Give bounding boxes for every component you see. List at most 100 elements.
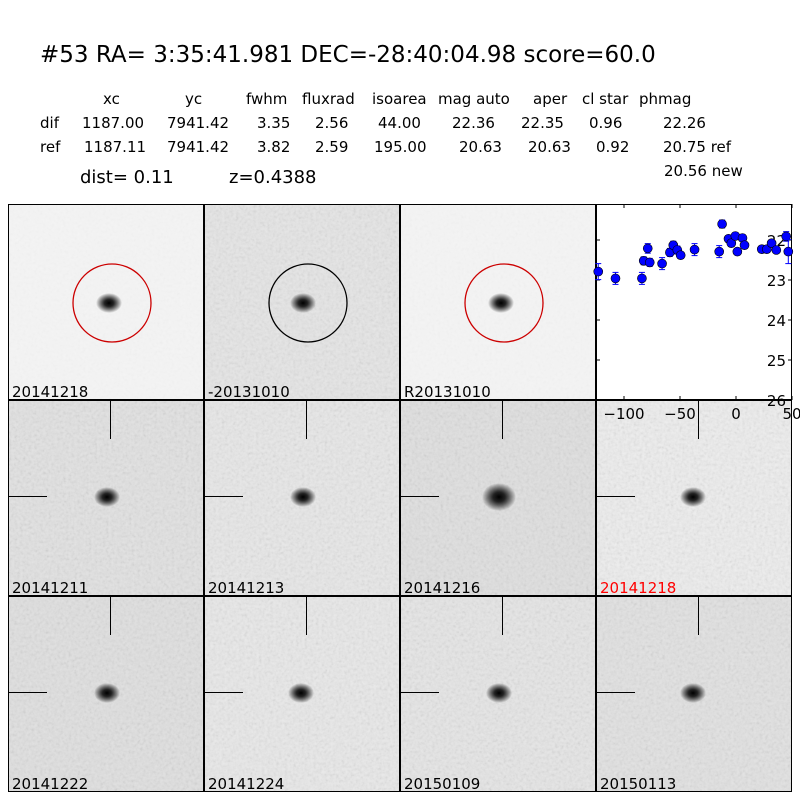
table-cell: 20.75 ref (663, 138, 732, 156)
stamp-image (597, 597, 791, 791)
column-header: phmag (639, 90, 692, 108)
image-stamp[interactable]: R20131010 (400, 204, 596, 400)
table-cell: 0.96 (589, 114, 623, 132)
x-tick-label: −50 (664, 405, 696, 423)
stamp-image (401, 205, 595, 399)
data-point (610, 273, 621, 284)
y-tick-label: 25 (767, 352, 786, 370)
crosshair-vertical (306, 401, 307, 439)
stamp-image (205, 205, 399, 399)
stamp-image (205, 401, 399, 595)
data-point (675, 250, 686, 260)
image-stamp[interactable]: 20150113 (596, 596, 792, 792)
stamp-date-label: 20141211 (12, 579, 89, 596)
stamp-date-label: 20141216 (404, 579, 481, 596)
y-tick-label: 26 (767, 392, 786, 410)
column-header: cl star (582, 90, 629, 108)
stamp-image (401, 401, 595, 595)
image-stamp[interactable]: -20131010 (204, 204, 400, 400)
table-cell: 1187.00 (82, 114, 145, 132)
column-header: fwhm (246, 90, 288, 108)
x-tick-label: −100 (603, 405, 644, 423)
stamp-date-label: 20141222 (12, 775, 89, 792)
x-tick-label: 50 (782, 405, 800, 423)
data-point (781, 231, 791, 242)
stamp-image (205, 597, 399, 791)
y-tick-label: 23 (767, 272, 786, 290)
plot-frame (596, 204, 792, 400)
stamp-date-label: -20131010 (208, 383, 290, 400)
x-tick-label: 0 (731, 405, 741, 423)
data-point (642, 243, 653, 254)
aperture-circle (72, 263, 152, 343)
crosshair-horizontal (597, 692, 635, 693)
table-cell: 2.56 (315, 114, 349, 132)
candidate-title: #53 RA= 3:35:41.981 DEC=-28:40:04.98 sco… (40, 42, 656, 68)
data-point (593, 266, 604, 277)
crosshair-horizontal (205, 496, 243, 497)
table-cell: 7941.42 (167, 138, 230, 156)
data-point (726, 238, 737, 248)
image-stamp[interactable]: 20141216 (400, 400, 596, 596)
table-cell: 2.59 (315, 138, 349, 156)
data-point (657, 258, 667, 269)
new-mag: 20.56 new (664, 162, 743, 180)
stamp-date-label: 20141213 (208, 579, 285, 596)
table-cell: 195.00 (374, 138, 427, 156)
stamp-image (9, 597, 203, 791)
stamp-image (9, 401, 203, 595)
crosshair-vertical (110, 401, 111, 439)
table-cell: 7941.42 (167, 114, 230, 132)
stamp-date-label: 20141218 (12, 383, 89, 400)
data-point (689, 244, 700, 255)
data-point (714, 246, 725, 257)
crosshair-vertical (698, 597, 699, 635)
row-label: ref (40, 138, 61, 156)
table-cell: 1187.11 (84, 138, 147, 156)
column-header: fluxrad (302, 90, 355, 108)
crosshair-vertical (698, 401, 699, 439)
crosshair-vertical (110, 597, 111, 635)
image-stamp[interactable]: 20150109 (400, 596, 596, 792)
stamp-date-label: 20141224 (208, 775, 285, 792)
data-point (717, 219, 727, 229)
table-cell: 44.00 (378, 114, 421, 132)
image-stamp[interactable]: 20141218 (8, 204, 204, 400)
table-cell: 20.63 (528, 138, 571, 156)
data-point (771, 245, 782, 255)
table-cell: 3.82 (257, 138, 291, 156)
dist-value: dist= 0.11 (80, 167, 174, 188)
crosshair-horizontal (401, 692, 439, 693)
stamp-date-label: R20131010 (404, 383, 491, 400)
column-header: xc (103, 90, 120, 108)
redshift-value: z=0.4388 (229, 167, 317, 188)
data-point (739, 240, 750, 250)
crosshair-vertical (306, 597, 307, 635)
crosshair-horizontal (9, 496, 47, 497)
table-cell: 0.92 (596, 138, 630, 156)
table-cell: 3.35 (257, 114, 291, 132)
row-label: dif (40, 114, 59, 132)
image-stamp[interactable]: 20141213 (204, 400, 400, 596)
stamp-image (9, 205, 203, 399)
data-point (732, 246, 743, 257)
crosshair-horizontal (205, 692, 243, 693)
table-cell: 22.26 (663, 114, 706, 132)
column-header: mag auto (438, 90, 510, 108)
image-stamp[interactable]: 20141211 (8, 400, 204, 596)
table-cell: 22.35 (521, 114, 564, 132)
stamp-image (401, 597, 595, 791)
table-cell: 20.63 (459, 138, 502, 156)
crosshair-vertical (502, 401, 503, 439)
image-stamp[interactable]: 20141218 (596, 400, 792, 596)
image-stamp[interactable]: 20141222 (8, 596, 204, 792)
crosshair-horizontal (597, 496, 635, 497)
image-stamp[interactable]: 20141224 (204, 596, 400, 792)
crosshair-horizontal (9, 692, 47, 693)
stamp-date-label: 20141218 (600, 579, 677, 596)
data-point (637, 273, 647, 284)
stamp-date-label: 20150109 (404, 775, 481, 792)
stamp-date-label: 20150113 (600, 775, 677, 792)
y-tick-label: 24 (767, 312, 786, 330)
